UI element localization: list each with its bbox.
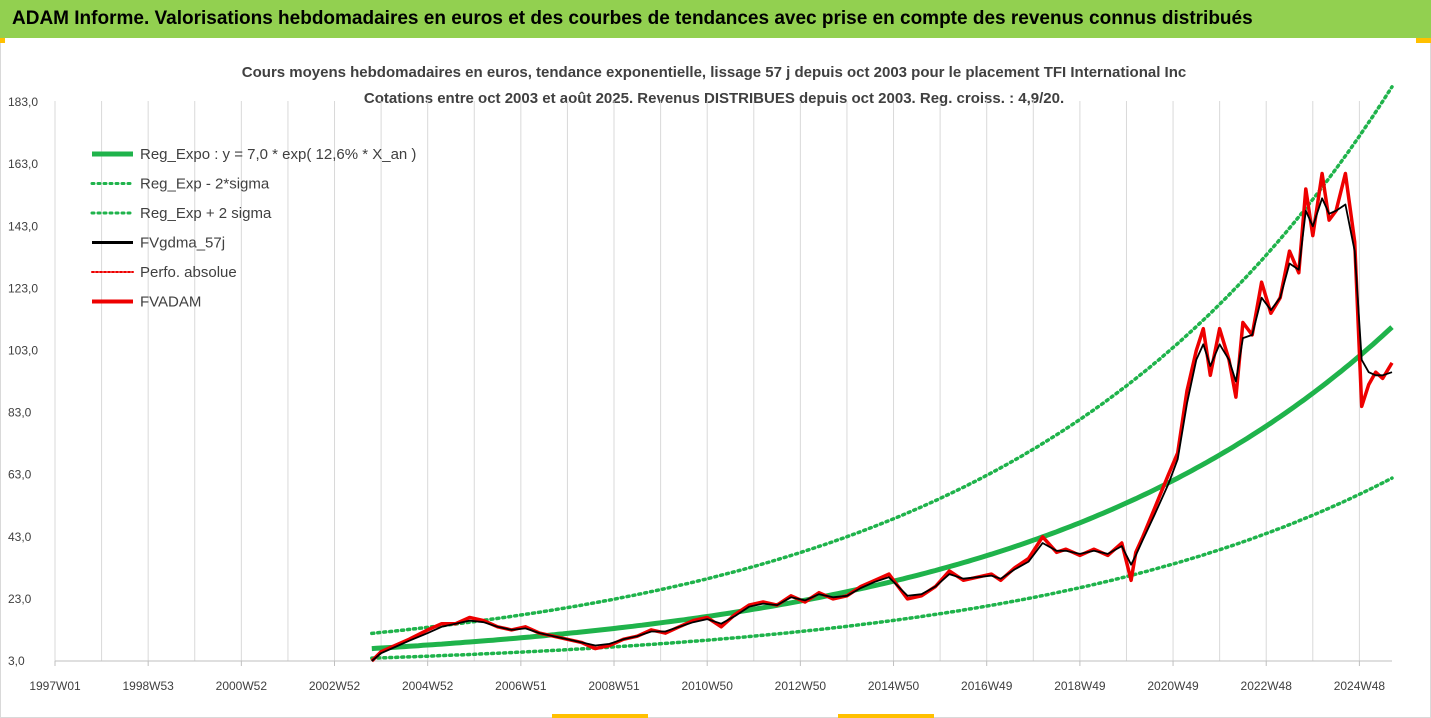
x-tick-label: 2008W51: [588, 679, 640, 693]
data-series: [370, 171, 1394, 663]
series-reg-exp-plus-2sigma: [370, 85, 1394, 636]
bottom-accent-left: [552, 714, 648, 718]
trend-lines: [370, 85, 1394, 660]
legend-label: Reg_Expo : y = 7,0 * exp( 12,6% * X_an ): [140, 146, 416, 163]
gridlines: [54, 101, 1360, 661]
y-tick-label: 143,0: [8, 219, 38, 233]
banner-title: ADAM Informe. Valorisations hebdomadaire…: [0, 0, 1431, 38]
x-axis-ticks: 1997W01 1998W53 2000W52 2002W52 2004W52 2006W…: [29, 661, 1385, 693]
x-tick-label: 2006W51: [495, 679, 547, 693]
y-tick-label: 43,0: [8, 530, 32, 544]
y-tick-label: 183,0: [8, 95, 38, 109]
chart-title: Cours moyens hebdomadaires en euros, ten…: [242, 64, 1186, 81]
legend-label: FVgdma_57j: [140, 235, 225, 252]
legend-label: Perfo. absolue: [140, 264, 237, 281]
series-reg-exp-minus-2sigma: [370, 476, 1394, 660]
y-tick-label: 163,0: [8, 157, 38, 171]
series-perfo-absolue: [371, 173, 1393, 662]
x-tick-label: 1998W53: [122, 679, 174, 693]
chart-subtitle: Cotations entre oct 2003 et août 2025. R…: [364, 90, 1064, 107]
legend-label: Reg_Exp + 2 sigma: [140, 205, 272, 222]
y-tick-label: 83,0: [8, 406, 32, 420]
x-tick-label: 2022W48: [1241, 679, 1293, 693]
x-tick-label: 2020W49: [1147, 679, 1199, 693]
series-fvadam: [370, 171, 1394, 663]
legend: Reg_Expo : y = 7,0 * exp( 12,6% * X_an )…: [90, 146, 416, 311]
x-tick-label: 2024W48: [1334, 679, 1386, 693]
y-axis-ticks: 3,0 23,0 43,0 63,0 83,0 103,0 123,0 143,0 163,0 1…: [8, 95, 38, 668]
x-tick-label: 2002W52: [309, 679, 361, 693]
y-tick-label: 23,0: [8, 592, 32, 606]
x-tick-label: 2012W50: [775, 679, 827, 693]
x-tick-label: 2004W52: [402, 679, 454, 693]
y-tick-label: 63,0: [8, 468, 32, 482]
series-fvgdma-57j: [371, 197, 1393, 662]
x-tick-label: 2010W50: [682, 679, 734, 693]
x-tick-label: 2000W52: [216, 679, 268, 693]
x-tick-label: 1997W01: [29, 679, 81, 693]
legend-label: Reg_Exp - 2*sigma: [140, 176, 270, 193]
y-tick-label: 103,0: [8, 343, 38, 357]
y-tick-label: 123,0: [8, 281, 38, 295]
x-tick-label: 2016W49: [961, 679, 1013, 693]
corner-accent-left: [0, 38, 5, 43]
series-reg-expo: [371, 325, 1394, 652]
legend-label: FVADAM: [140, 294, 201, 311]
y-tick-label: 3,0: [8, 654, 25, 668]
bottom-accent-right: [838, 714, 934, 718]
x-tick-label: 2014W50: [868, 679, 920, 693]
x-tick-label: 2018W49: [1054, 679, 1106, 693]
corner-accent-right: [1416, 38, 1431, 43]
